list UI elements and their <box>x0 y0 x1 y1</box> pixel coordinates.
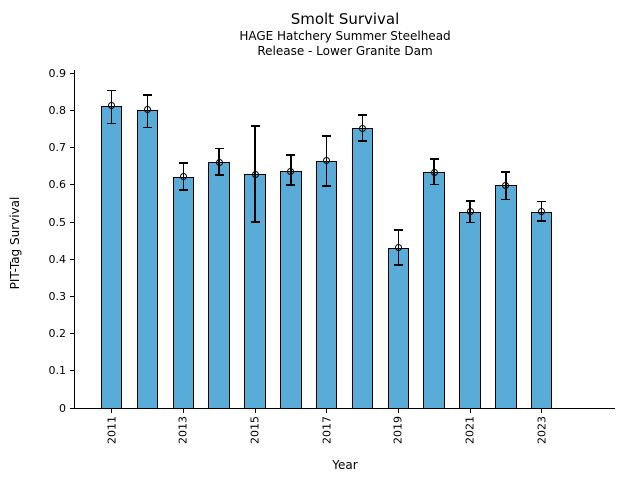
bar-2011 <box>100 105 123 409</box>
x-tick-mark-2011 <box>111 409 113 413</box>
mean-marker-2015 <box>251 170 259 178</box>
mean-marker-2021 <box>466 208 474 216</box>
error-cap-top-2013 <box>178 162 188 164</box>
x-tick-mark-2021 <box>469 409 471 413</box>
bar-2022 <box>495 185 517 409</box>
error-cap-top-2015 <box>250 125 260 127</box>
error-cap-top-2022 <box>501 171 511 173</box>
error-cap-bottom-2023 <box>537 220 547 222</box>
y-tick-mark <box>70 221 74 223</box>
bar-2018 <box>351 128 374 409</box>
error-cap-top-2014 <box>214 147 224 150</box>
x-tick-mark-2019 <box>397 409 399 413</box>
y-tick-label: 0.6 <box>48 178 67 192</box>
error-cap-bottom-2019 <box>393 264 403 266</box>
y-axis-spine <box>74 70 75 409</box>
mean-marker-2019 <box>394 244 402 252</box>
x-tick-mark-2015 <box>254 409 256 413</box>
error-cap-bottom-2020 <box>429 183 439 186</box>
mean-marker-2016 <box>287 167 295 175</box>
error-cap-top-2019 <box>393 229 403 231</box>
mean-marker-2023 <box>538 208 546 216</box>
error-cap-bottom-2014 <box>214 174 224 176</box>
error-cap-top-2021 <box>465 200 475 202</box>
error-cap-top-2016 <box>286 154 296 156</box>
error-cap-top-2017 <box>322 135 332 137</box>
y-tick-label: 0.1 <box>48 364 67 378</box>
mean-marker-2022 <box>502 181 510 189</box>
mean-marker-2013 <box>179 173 187 181</box>
x-axis-spine <box>74 408 615 409</box>
y-tick-mark <box>70 407 74 409</box>
error-cap-bottom-2021 <box>465 221 475 224</box>
mean-marker-2018 <box>359 124 366 132</box>
error-cap-bottom-2017 <box>322 185 332 187</box>
mean-marker-2020 <box>430 168 438 176</box>
x-axis-label: Year <box>332 458 358 472</box>
mean-marker-2017 <box>323 157 331 165</box>
bar-2021 <box>459 211 481 409</box>
error-cap-bottom-2018 <box>358 140 367 142</box>
bar-2013 <box>172 176 195 409</box>
bar-2016 <box>280 171 302 409</box>
chart-title: Smolt Survival <box>290 10 400 28</box>
y-tick-mark <box>70 72 74 74</box>
bar-2017 <box>315 160 338 409</box>
chart-subtitle-line1: HAGE Hatchery Summer Steelhead <box>239 29 451 43</box>
error-cap-top-2012 <box>143 94 153 96</box>
error-cap-top-2011 <box>107 89 117 92</box>
y-tick-label: 0.3 <box>48 289 67 303</box>
y-tick-label: 0.5 <box>48 215 67 229</box>
error-cap-bottom-2011 <box>107 122 117 125</box>
y-tick-label: 0.4 <box>48 252 67 266</box>
bar-2014 <box>208 162 230 409</box>
error-cap-top-2023 <box>537 200 547 203</box>
y-tick-label: 0 <box>59 401 66 415</box>
y-tick-mark <box>70 295 74 297</box>
bar-2019 <box>387 247 410 409</box>
y-tick-label: 0.8 <box>48 103 67 117</box>
error-cap-top-2020 <box>429 158 439 160</box>
y-tick-label: 0.2 <box>48 327 67 341</box>
bar-2012 <box>136 109 159 409</box>
y-tick-mark <box>70 109 74 111</box>
y-tick-mark <box>70 184 74 186</box>
mean-marker-2011 <box>108 102 116 110</box>
x-tick-mark-2017 <box>326 409 328 413</box>
error-cap-bottom-2015 <box>250 221 260 223</box>
y-tick-label: 0.9 <box>48 66 67 80</box>
bar-2020 <box>423 172 445 409</box>
y-tick-mark <box>70 258 74 260</box>
chart-subtitle-line2: Release - Lower Granite Dam <box>257 44 433 58</box>
error-cap-bottom-2012 <box>143 126 153 129</box>
y-tick-mark <box>70 333 74 335</box>
x-tick-mark-2023 <box>541 409 543 413</box>
error-cap-bottom-2022 <box>501 198 511 201</box>
mean-marker-2012 <box>144 106 152 114</box>
y-tick-mark <box>70 370 74 372</box>
x-tick-mark-2013 <box>182 409 184 413</box>
error-cap-bottom-2016 <box>286 184 296 186</box>
error-cap-bottom-2013 <box>178 189 188 191</box>
error-cap-top-2018 <box>358 114 367 116</box>
y-tick-mark <box>70 147 74 149</box>
mean-marker-2014 <box>215 158 223 166</box>
y-tick-label: 0.7 <box>48 141 67 155</box>
bar-2023 <box>530 211 553 409</box>
